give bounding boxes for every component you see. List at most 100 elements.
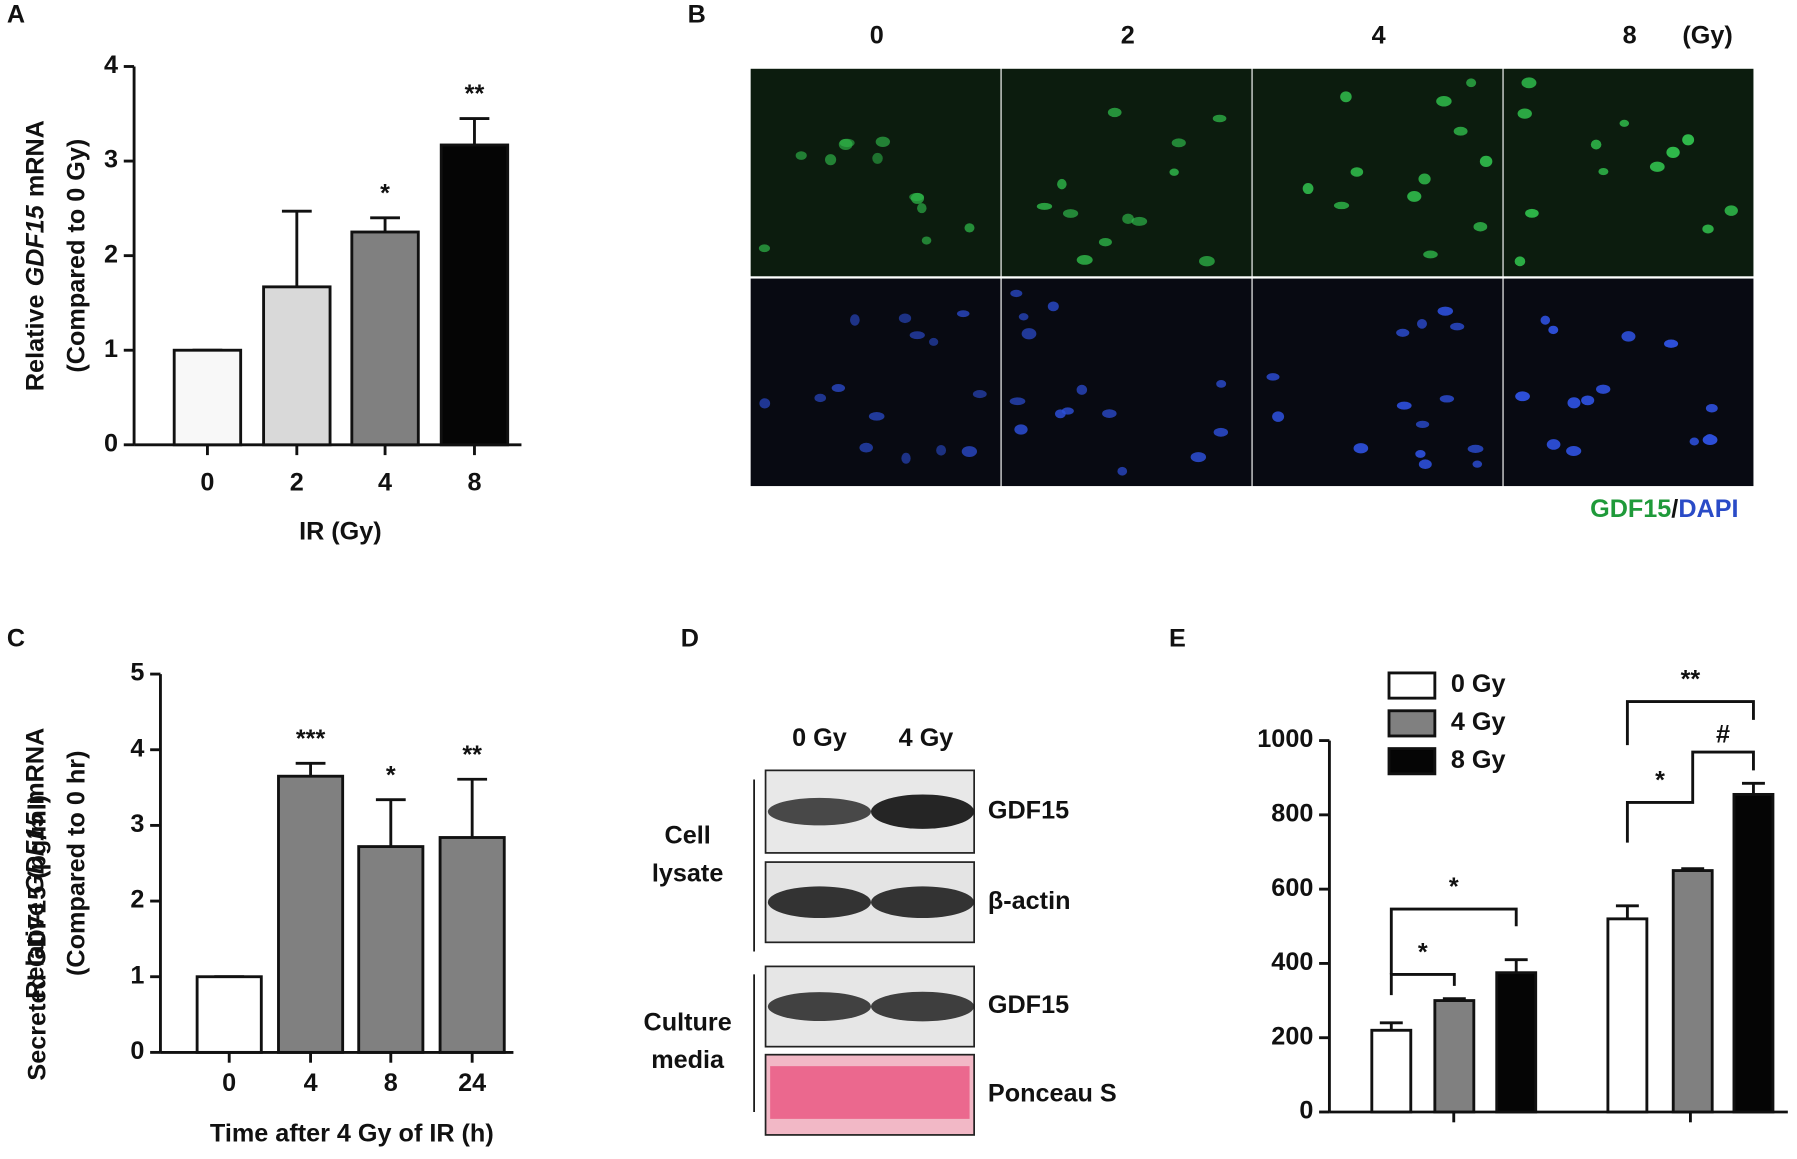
bar — [357, 845, 425, 1054]
nucleus — [1517, 108, 1532, 119]
band-label: GDF15 — [988, 991, 1069, 1019]
nucleus — [1014, 424, 1028, 435]
column-label: 4 — [1372, 21, 1386, 49]
bar — [172, 348, 243, 447]
nucleus — [1407, 190, 1422, 202]
nucleus — [1437, 306, 1454, 316]
column-label: 2 — [1121, 21, 1135, 49]
y-axis-label: (Compared to 0 hr) — [63, 750, 91, 975]
y-tick-label: 1000 — [1257, 725, 1313, 753]
blot-band — [767, 992, 871, 1021]
nucleus — [1353, 443, 1369, 454]
y-tick-label: 0 — [104, 429, 118, 457]
band-label: Ponceau S — [988, 1079, 1117, 1107]
significance-bracket — [1625, 791, 1695, 843]
x-tick-label: 4 — [304, 1069, 318, 1097]
nucleus — [1473, 221, 1488, 232]
significance: * — [1449, 873, 1459, 901]
nucleus — [964, 223, 975, 233]
bar — [1671, 869, 1714, 1114]
y-axis-label-part: mRNA — [21, 728, 49, 805]
x-tick-label: 8 — [384, 1069, 398, 1097]
significance: *** — [296, 725, 326, 753]
nucleus — [758, 244, 771, 253]
column-label: 0 — [870, 21, 884, 49]
y-tick-label: 600 — [1271, 874, 1313, 902]
group-label: Cell — [665, 822, 711, 850]
nucleus — [1340, 91, 1352, 103]
nucleus — [1705, 404, 1718, 413]
channel-name: GDF15 — [1590, 495, 1671, 523]
nucleus — [1213, 427, 1229, 437]
nucleus — [1047, 301, 1059, 312]
y-axis-label-part: Relative — [21, 902, 49, 999]
nucleus — [1212, 114, 1227, 123]
channel-name: / — [1671, 495, 1678, 523]
blot-band — [870, 794, 975, 829]
significance-bracket — [1389, 972, 1456, 996]
significance-bracket — [1389, 907, 1518, 975]
nucleus — [1107, 107, 1122, 118]
nucleus — [1199, 256, 1215, 267]
y-tick-label: 4 — [130, 734, 144, 762]
blot-band — [870, 886, 975, 919]
x-axis-label: Time after 4 Gy of IR (h) — [210, 1120, 494, 1148]
nucleus — [1076, 255, 1093, 265]
y-axis-label-part: GDF15 — [21, 812, 49, 894]
nucleus — [1396, 401, 1412, 410]
y-tick-label: 0 — [130, 1037, 144, 1065]
y-axis-label: (Compared to 0 Gy) — [63, 139, 91, 373]
y-tick-label: 2 — [104, 240, 118, 268]
channel-legend: GDF15/DAPI — [1590, 495, 1738, 523]
legend-label: 8 Gy — [1451, 746, 1506, 774]
legend-swatch — [1387, 747, 1437, 776]
legend-swatch — [1387, 709, 1437, 738]
nucleus — [901, 452, 911, 464]
nucleus — [1649, 161, 1665, 172]
significance: * — [1655, 766, 1665, 794]
nucleus — [1689, 437, 1700, 446]
nucleus — [1548, 325, 1559, 335]
y-axis-label: Secreted GDF15 (pg/ml) — [24, 795, 52, 1081]
nucleus — [850, 314, 860, 326]
nucleus — [1415, 450, 1426, 458]
nucleus — [831, 384, 846, 392]
significance: ** — [465, 80, 485, 108]
nucleus — [1581, 395, 1595, 406]
panel-label: A — [7, 1, 25, 29]
nucleus — [1054, 409, 1066, 419]
bar — [1495, 971, 1538, 1114]
nucleus — [1546, 439, 1561, 450]
nucleus — [824, 154, 837, 166]
nucleus — [1423, 250, 1438, 259]
nucleus — [1010, 289, 1023, 298]
nucleus — [1619, 119, 1630, 127]
nucleus — [1416, 318, 1427, 329]
nucleus — [1439, 395, 1455, 403]
x-tick-label: 8 — [467, 468, 481, 496]
bar — [439, 143, 510, 447]
panel-label: B — [688, 1, 706, 29]
legend-swatch — [1387, 671, 1437, 700]
y-tick-label: 2 — [130, 886, 144, 914]
blot-band — [767, 797, 871, 826]
significance-bracket — [1691, 750, 1755, 792]
y-axis-label-part: GDF15 — [21, 204, 49, 286]
nucleus — [1018, 313, 1029, 321]
nucleus — [1567, 397, 1581, 409]
nucleus — [1521, 77, 1537, 89]
bar — [350, 230, 420, 447]
y-axis-label-part: mRNA — [21, 120, 49, 197]
nucleus — [921, 236, 932, 245]
nucleus — [1171, 138, 1186, 148]
nucleus — [1666, 146, 1680, 159]
band-label: GDF15 — [988, 796, 1069, 824]
nucleus — [1036, 202, 1053, 210]
nucleus — [1302, 183, 1314, 195]
channel-name: DAPI — [1678, 495, 1738, 523]
bar — [438, 836, 506, 1054]
micrograph — [1503, 68, 1754, 277]
nucleus — [1621, 331, 1636, 342]
x-tick-label: 24 — [458, 1069, 486, 1097]
